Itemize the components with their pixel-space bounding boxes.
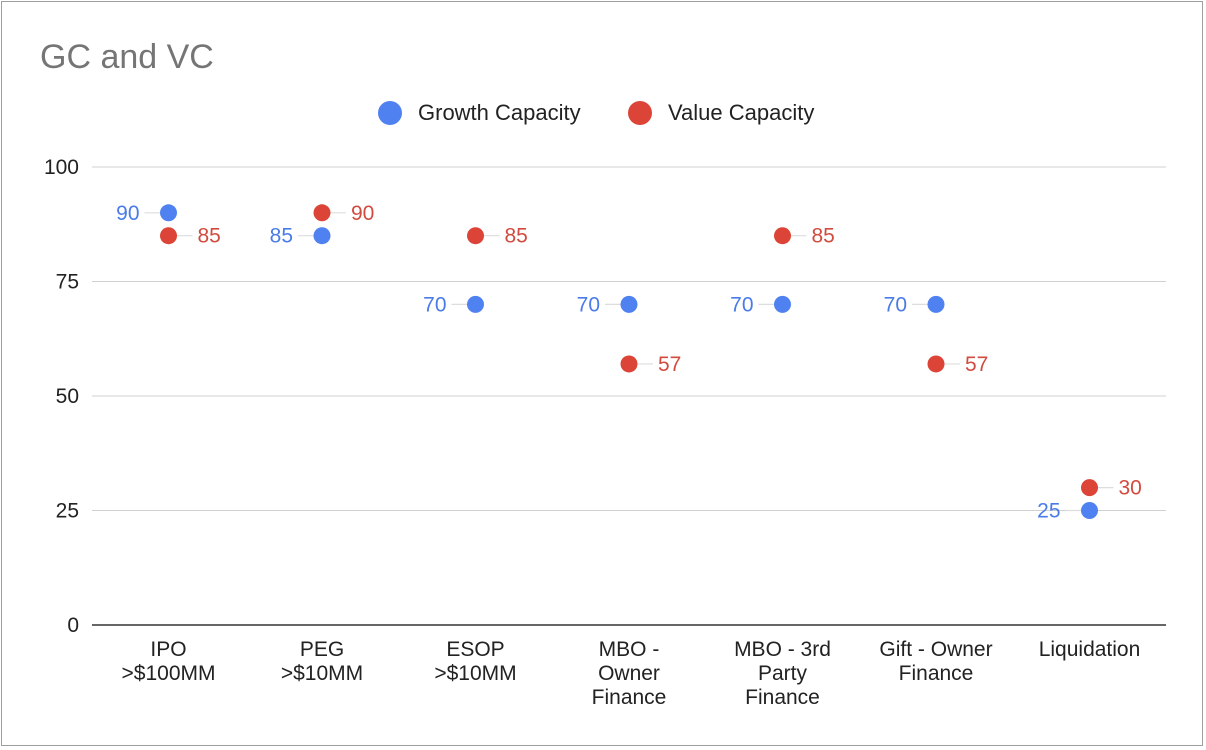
data-label-value-capacity-6: 30 (1119, 477, 1142, 500)
data-label-growth-capacity-6: 25 (1037, 500, 1060, 523)
y-tick-label-0: 0 (67, 614, 79, 637)
point-growth-capacity-6 (1081, 502, 1098, 519)
legend-item-growth-capacity: Growth Capacity (378, 100, 581, 126)
legend-label-growth-capacity: Growth Capacity (418, 100, 581, 125)
point-growth-capacity-0 (160, 204, 177, 222)
data-label-value-capacity-3: 57 (658, 353, 681, 376)
x-tick-label-6: Liquidation (1039, 638, 1141, 661)
data-label-growth-capacity-1: 85 (270, 225, 293, 248)
point-growth-capacity-4 (774, 295, 791, 313)
point-value-capacity-6 (1081, 479, 1098, 497)
data-label-growth-capacity-4: 70 (730, 293, 753, 316)
y-tick-label-100: 100 (44, 156, 79, 179)
x-tick-label-1: PEG >$10MM (281, 638, 363, 685)
legend: Growth Capacity Value Capacity (0, 100, 1206, 134)
x-tick-label-2: ESOP >$10MM (434, 638, 516, 685)
data-label-value-capacity-1: 90 (351, 202, 374, 225)
data-label-value-capacity-0: 85 (198, 225, 221, 248)
data-label-growth-capacity-5: 70 (884, 293, 907, 316)
point-value-capacity-0 (160, 227, 177, 245)
point-value-capacity-2 (467, 227, 484, 245)
x-tick-label-5: Gift - Owner Finance (879, 638, 992, 685)
x-tick-label-3: MBO -Owner Finance (592, 638, 667, 709)
chart-title: GC and VC (40, 38, 214, 76)
y-tick-label-75: 75 (56, 271, 79, 294)
point-value-capacity-1 (313, 204, 331, 222)
data-label-value-capacity-5: 57 (965, 353, 988, 376)
x-tick-label-0: IPO >$100MM (122, 638, 216, 685)
data-label-value-capacity-4: 85 (812, 225, 835, 248)
point-value-capacity-5 (927, 355, 945, 373)
legend-item-value-capacity: Value Capacity (628, 100, 814, 126)
y-tick-label-25: 25 (56, 500, 79, 523)
data-label-growth-capacity-3: 70 (577, 293, 600, 316)
legend-marker-growth-capacity (378, 101, 402, 125)
legend-label-value-capacity: Value Capacity (668, 100, 815, 125)
x-tick-label-4: MBO - 3rd Party Finance (734, 638, 831, 709)
y-tick-label-50: 50 (56, 385, 79, 408)
point-growth-capacity-5 (927, 295, 945, 313)
point-growth-capacity-1 (313, 227, 331, 245)
point-growth-capacity-3 (620, 295, 638, 313)
data-label-growth-capacity-2: 70 (423, 293, 446, 316)
point-growth-capacity-2 (467, 295, 484, 313)
data-label-growth-capacity-0: 90 (116, 202, 139, 225)
data-label-value-capacity-2: 85 (505, 225, 528, 248)
point-value-capacity-4 (774, 227, 791, 245)
point-value-capacity-3 (620, 355, 638, 373)
legend-marker-value-capacity (628, 101, 652, 125)
